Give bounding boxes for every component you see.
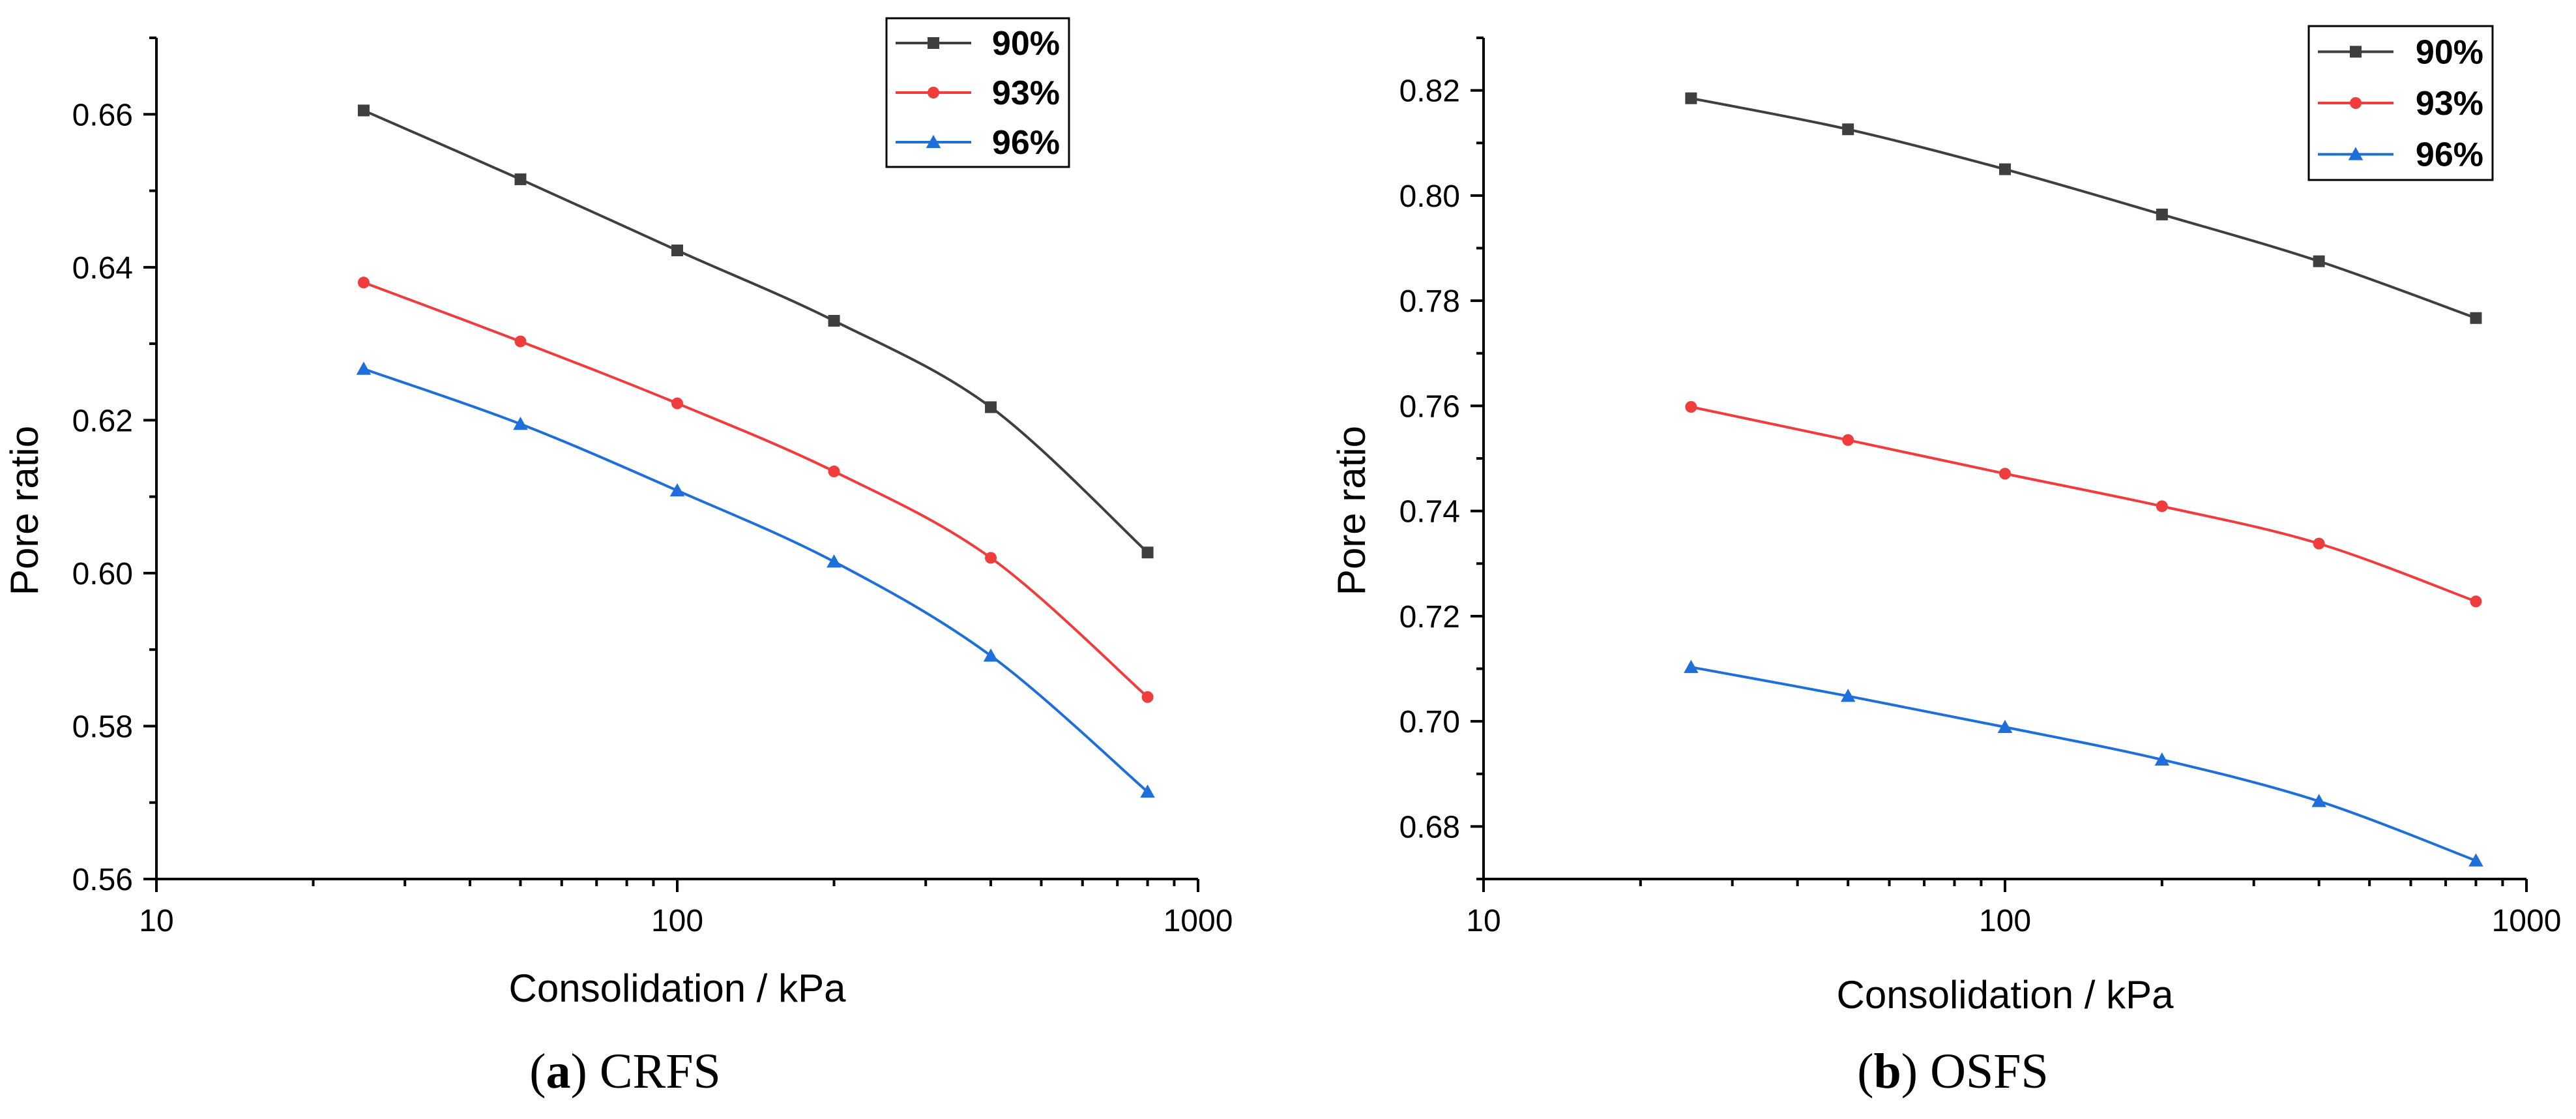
x-tick-label: 1000 <box>1164 904 1233 938</box>
panel-caption: (a) CRFS <box>529 1044 721 1099</box>
data-point-90pct <box>1685 92 1697 104</box>
data-point-96pct <box>2311 794 2326 807</box>
x-tick-label: 100 <box>1979 904 2031 938</box>
y-tick-label: 0.72 <box>1399 600 1460 634</box>
data-point-93pct <box>1999 468 2011 480</box>
y-tick-label: 0.78 <box>1399 284 1460 319</box>
data-point-90pct <box>2313 255 2325 267</box>
data-point-96pct <box>2468 853 2483 867</box>
series-line-96pct <box>1690 666 2477 862</box>
data-point-96pct <box>1684 659 1699 674</box>
panel-caption: (b) OSFS <box>1857 1044 2049 1099</box>
legend-label: 96% <box>992 124 1060 162</box>
y-tick-label: 0.56 <box>72 863 133 897</box>
legend-marker <box>2350 97 2362 109</box>
data-point-96pct <box>1997 719 2013 733</box>
y-tick-label: 0.64 <box>72 251 133 286</box>
legend-marker <box>928 87 939 98</box>
x-tick-label: 100 <box>651 904 703 938</box>
x-tick-label: 10 <box>139 904 173 938</box>
data-point-96pct <box>983 648 999 662</box>
legend-marker <box>2348 147 2364 160</box>
data-point-90pct <box>357 104 370 117</box>
x-tick-label: 10 <box>1466 904 1500 938</box>
y-axis-label: Pore ratio <box>3 426 46 595</box>
y-tick-label: 0.58 <box>72 709 133 744</box>
data-point-90pct <box>2156 208 2168 220</box>
legend-label: 90% <box>992 25 1060 63</box>
y-tick-label: 0.70 <box>1399 705 1460 739</box>
y-axis-label: Pore ratio <box>1330 426 1373 595</box>
y-tick-label: 0.80 <box>1399 179 1460 214</box>
series-line-93pct <box>1690 406 2477 603</box>
series-line-90pct <box>363 109 1149 554</box>
legend-marker <box>928 37 939 49</box>
x-axis-label: Consolidation / kPa <box>1837 973 2174 1017</box>
data-point-96pct <box>513 416 528 430</box>
data-point-96pct <box>827 554 842 568</box>
data-point-90pct <box>1842 123 1854 136</box>
y-tick-label: 0.82 <box>1399 74 1460 109</box>
data-point-90pct <box>671 245 683 257</box>
data-point-90pct <box>985 401 997 413</box>
x-axis-label: Consolidation / kPa <box>509 966 847 1010</box>
data-point-96pct <box>1840 689 1856 702</box>
legend-label: 90% <box>2416 33 2483 71</box>
data-point-93pct <box>2470 595 2482 608</box>
data-point-93pct <box>671 397 683 410</box>
data-point-93pct <box>2156 500 2168 513</box>
data-point-96pct <box>2154 752 2170 766</box>
y-tick-label: 0.76 <box>1399 389 1460 424</box>
data-point-93pct <box>828 465 840 477</box>
legend-marker <box>926 134 941 148</box>
data-point-93pct <box>1141 691 1154 703</box>
data-point-93pct <box>514 335 527 348</box>
x-tick-label: 1000 <box>2492 904 2562 938</box>
y-tick-label: 0.62 <box>72 404 133 438</box>
series-line-96pct <box>363 367 1149 793</box>
legend-label: 93% <box>2416 85 2483 123</box>
data-point-90pct <box>828 314 840 327</box>
data-point-96pct <box>669 483 685 497</box>
y-tick-label: 0.74 <box>1399 495 1460 530</box>
data-point-93pct <box>2313 537 2325 550</box>
data-point-96pct <box>356 361 372 375</box>
legend-label: 93% <box>992 74 1060 112</box>
legend-label: 96% <box>2416 136 2483 174</box>
y-tick-label: 0.60 <box>72 557 133 591</box>
series-line-93pct <box>363 281 1149 698</box>
data-point-93pct <box>1685 400 1697 413</box>
data-point-93pct <box>1842 434 1854 446</box>
chart-panel-a: 0.56 0.58 0.60 0.62 0.64 0.66 10 100 1000 Consoli… <box>3 17 1233 1099</box>
data-point-90pct <box>514 173 527 185</box>
y-tick-label: 0.66 <box>72 98 133 132</box>
y-tick-label: 0.68 <box>1399 810 1460 844</box>
series-line-90pct <box>1690 97 2477 320</box>
data-point-90pct <box>1141 546 1154 559</box>
legend-marker <box>2350 46 2362 58</box>
data-point-93pct <box>985 552 997 564</box>
data-point-90pct <box>1999 163 2011 175</box>
chart-panel-b: 0.68 0.70 0.72 0.74 0.76 0.78 0.80 0.82 10 100 100… <box>1330 25 2562 1099</box>
data-point-93pct <box>357 276 370 289</box>
data-point-90pct <box>2470 312 2482 324</box>
data-point-96pct <box>1140 784 1155 798</box>
